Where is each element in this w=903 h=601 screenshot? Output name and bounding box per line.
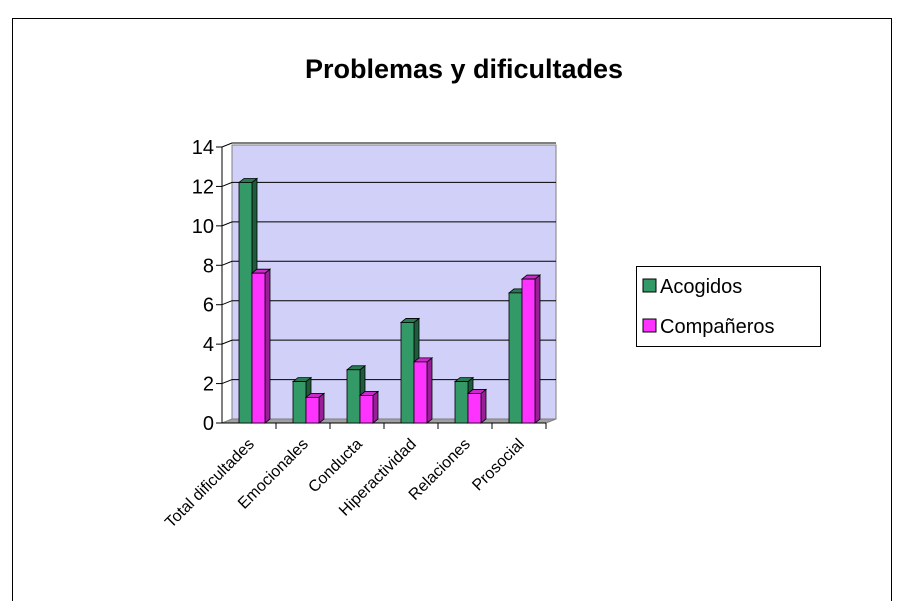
bar-front [508,292,523,424]
y-tick-label: 14 [192,137,214,159]
bar-front [346,369,361,424]
bar [250,268,272,424]
chart-border [12,18,892,601]
bar-side [480,388,487,424]
bar-side [372,390,379,424]
bar-side [426,357,433,424]
y-tick-label: 12 [192,176,214,198]
grid-line [221,221,556,227]
bar-side [534,274,541,424]
chart-title: Problemas y dificultades [305,54,623,84]
legend-swatch [642,318,657,333]
floor [221,418,557,424]
legend [636,266,821,347]
grid-line [221,181,556,187]
bar-front [413,361,428,424]
bar-front [467,393,482,424]
bar [358,390,380,424]
plot-area [231,144,557,420]
legend-swatch [642,278,657,293]
y-tick-label: 6 [203,295,214,317]
bar [520,274,542,424]
y-tick-label: 10 [192,216,214,238]
bar-front [238,182,253,424]
bar [304,392,326,424]
bar-side [318,392,325,424]
bar-side [264,268,271,424]
bar-front [400,322,415,424]
grid-line [221,142,556,148]
bar-front [454,381,469,424]
grid-line [221,339,556,345]
bar [466,388,488,424]
y-tick-label: 8 [203,255,214,277]
bar-front [521,278,536,424]
y-tick-label: 4 [203,334,214,356]
bar-front [251,272,266,424]
grid-line [221,260,556,266]
grid-line [221,379,556,385]
y-tick-label: 0 [203,413,214,435]
bar-front [305,396,320,424]
bar [412,357,434,424]
y-tick-label: 2 [203,374,214,396]
legend-label: Compañeros [660,316,775,338]
bar-front [292,381,307,424]
bar-front [359,394,374,424]
grid-line [221,300,556,306]
legend-label: Acogidos [660,276,742,298]
